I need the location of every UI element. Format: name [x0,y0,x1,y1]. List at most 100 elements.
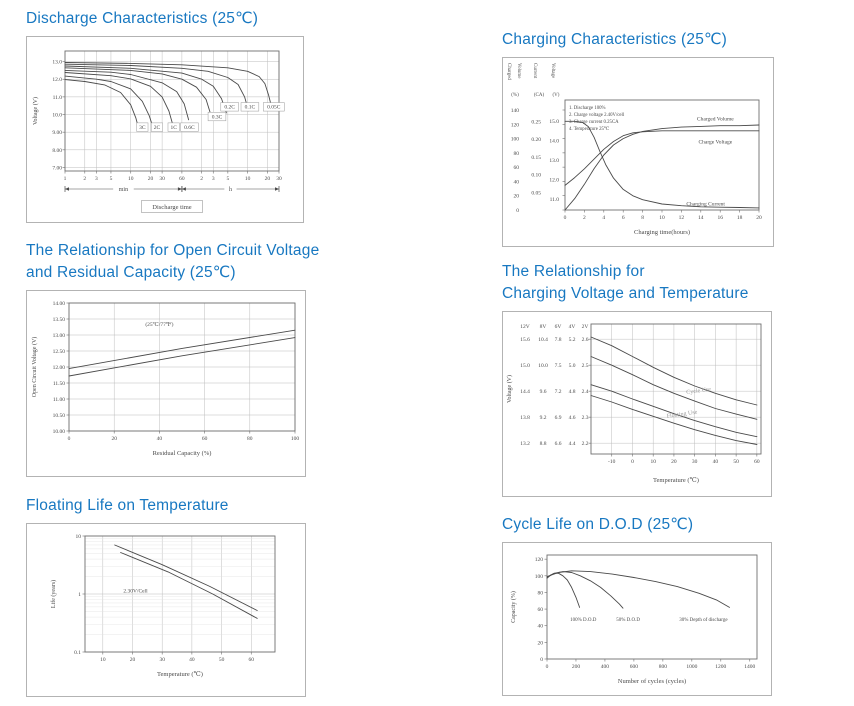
section-discharge-characteristics: Discharge Characteristics (25℃) 1 2 3 5 10 20… [26,8,304,228]
svg-text:12.00: 12.00 [53,365,66,371]
svg-text:1: 1 [78,592,81,598]
svg-text:60: 60 [538,607,544,613]
svg-text:2.3: 2.3 [582,415,589,421]
chart-title-cycle-life: Cycle Life on D.O.D (25℃) [502,516,694,533]
svg-text:13.2: 13.2 [520,441,530,447]
svg-text:4.6: 4.6 [569,415,576,421]
svg-text:2: 2 [83,176,86,182]
svg-text:10: 10 [245,176,251,182]
svg-text:Volume: Volume [516,63,521,79]
svg-text:11.50: 11.50 [53,381,65,387]
svg-text:11.0: 11.0 [550,197,560,203]
section-charging-characteristics: Charging Characteristics (25℃) 0 2 4 6 8 10 12… [502,29,774,252]
svg-text:4.8: 4.8 [569,389,576,395]
svg-text:0.6C: 0.6C [184,125,195,131]
svg-text:2.6: 2.6 [582,337,589,343]
svg-text:100% D.O.D: 100% D.O.D [570,618,597,623]
chart-panel-floating-life: 10 20 30 40 50 60 0.1 1 10 2.30V/Cell Temperature … [26,523,306,697]
svg-text:400: 400 [601,664,610,670]
chart-title-open-circuit-voltage: The Relationship for Open Circuit Voltag… [26,242,320,281]
svg-text:14: 14 [698,215,704,221]
svg-text:10.4: 10.4 [538,337,548,343]
svg-text:15.0: 15.0 [549,119,559,125]
svg-text:100: 100 [291,436,300,442]
chart-title-charging-voltage-temperature: The Relationship for Charging Voltage an… [502,263,749,302]
svg-text:h: h [229,187,232,193]
svg-text:9.2: 9.2 [540,415,547,421]
svg-text:6.6: 6.6 [555,441,562,447]
svg-text:6.9: 6.9 [555,415,562,421]
chart-title-charging: Charging Characteristics (25℃) [502,31,727,48]
svg-text:0: 0 [546,664,549,670]
svg-text:6: 6 [622,215,625,221]
svg-text:12.50: 12.50 [53,349,66,355]
svg-text:60: 60 [514,165,520,171]
discharge-characteristics-chart: 1 2 3 5 10 20 30 60 2 3 5 10 20 30 7.00 8.00 9.00 10.0 11.… [32,50,285,213]
svg-text:12.0: 12.0 [549,178,559,184]
svg-text:30% Depth of discharge: 30% Depth of discharge [679,618,728,623]
svg-text:2: 2 [583,215,586,221]
svg-text:18: 18 [737,215,743,221]
svg-text:15.0: 15.0 [520,363,530,369]
svg-text:100: 100 [535,574,544,580]
svg-text:Voltage (V): Voltage (V) [506,375,513,403]
svg-text:9.00: 9.00 [52,130,62,136]
svg-text:2V: 2V [582,324,589,330]
svg-text:13.50: 13.50 [53,317,66,323]
section-floating-life: Floating Life on Temperature 10 20 30 40 50 6… [26,495,306,702]
svg-text:Temperature (℃): Temperature (℃) [157,670,203,678]
svg-text:2.2: 2.2 [582,441,589,447]
svg-text:5: 5 [226,176,229,182]
chart-panel-cycle-life: 0 200 400 600 800 1000 1200 1400 0 20 40 60 80 100 120… [502,542,772,696]
svg-text:10.50: 10.50 [53,413,66,419]
svg-text:120: 120 [511,122,520,128]
chart-title-discharge: Discharge Characteristics (25℃) [26,10,259,27]
svg-text:0: 0 [68,436,71,442]
svg-text:14.0: 14.0 [549,139,559,145]
svg-text:1: 1 [64,176,67,182]
svg-text:12.0: 12.0 [52,77,62,83]
svg-text:13.00: 13.00 [53,333,66,339]
svg-text:10: 10 [659,215,665,221]
svg-text:Temperature (℃): Temperature (℃) [653,476,699,484]
svg-text:0.05C: 0.05C [267,105,281,111]
svg-text:9.6: 9.6 [540,389,547,395]
svg-text:20: 20 [671,459,677,465]
svg-text:60: 60 [754,459,760,465]
svg-text:120: 120 [535,557,544,563]
svg-text:Cycle Use: Cycle Use [686,387,712,396]
svg-text:13.0: 13.0 [52,60,62,66]
svg-text:0: 0 [516,208,519,214]
svg-text:1. Discharge 100%: 1. Discharge 100% [569,106,606,111]
svg-text:10: 10 [128,176,134,182]
svg-text:(25℃/77℉): (25℃/77℉) [145,321,173,328]
chart-panel-discharge: 1 2 3 5 10 20 30 60 2 3 5 10 20 30 7.00 8.00 9.00 10.0 11.… [26,36,304,223]
svg-text:Voltage: Voltage [550,63,555,79]
svg-text:11.00: 11.00 [53,397,65,403]
svg-text:13.8: 13.8 [520,415,530,421]
svg-text:15.6: 15.6 [520,337,530,343]
svg-text:7.5: 7.5 [555,363,562,369]
svg-text:80: 80 [538,590,544,596]
svg-text:20: 20 [756,215,762,221]
svg-text:0.3C: 0.3C [212,114,223,120]
svg-text:20: 20 [514,194,520,200]
svg-text:Charged Volume: Charged Volume [697,117,734,123]
svg-text:(%): (%) [511,93,519,98]
svg-text:60: 60 [202,436,208,442]
svg-text:8.8: 8.8 [540,441,547,447]
svg-text:1400: 1400 [744,664,755,670]
svg-text:50: 50 [219,657,225,663]
svg-text:30: 30 [159,657,165,663]
charging-voltage-temperature-chart: -10 0 10 20 30 40 50 60 12V 8V 6V 4V 2V 15.6 10.4 7.8 5.… [506,323,762,484]
svg-text:4. Temperature 25℃: 4. Temperature 25℃ [569,126,610,132]
svg-text:600: 600 [630,664,639,670]
svg-text:2. Charge voltage 2.40V/cell: 2. Charge voltage 2.40V/cell [569,113,625,118]
svg-text:3: 3 [212,176,215,182]
svg-text:0.05: 0.05 [531,190,541,196]
svg-text:800: 800 [659,664,668,670]
svg-text:0: 0 [631,459,634,465]
svg-text:6V: 6V [555,324,562,330]
svg-text:12: 12 [679,215,685,221]
